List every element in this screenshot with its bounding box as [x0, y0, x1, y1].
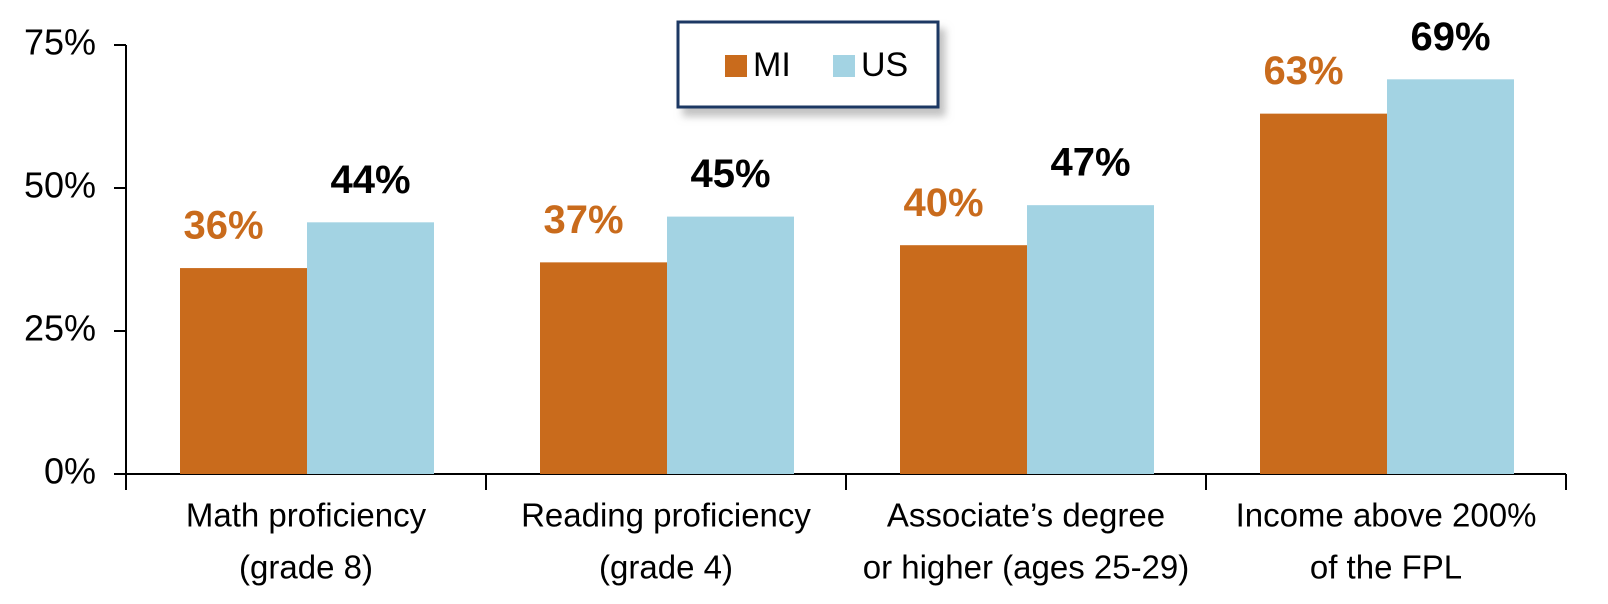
- value-label: 47%: [1050, 141, 1130, 185]
- bar: [307, 222, 434, 474]
- x-tick-label: Income above 200%: [1236, 497, 1537, 534]
- x-tick-label: (grade 4): [599, 549, 733, 586]
- legend-label: US: [861, 46, 908, 84]
- y-tick-label: 25%: [24, 308, 96, 349]
- value-label: 45%: [690, 152, 770, 196]
- y-tick-label: 0%: [44, 451, 96, 492]
- bar: [900, 245, 1027, 474]
- legend-label: MI: [753, 46, 791, 84]
- value-label: 63%: [1263, 49, 1343, 93]
- bar: [1387, 79, 1514, 474]
- value-label: 37%: [543, 198, 623, 242]
- bar: [667, 216, 794, 474]
- bar: [540, 262, 667, 474]
- x-tick-label: Math proficiency: [186, 497, 427, 534]
- bar: [180, 268, 307, 474]
- bar: [1027, 205, 1154, 474]
- x-tick-label: or higher (ages 25-29): [863, 549, 1190, 586]
- x-tick-label: of the FPL: [1310, 549, 1462, 586]
- value-label: 69%: [1410, 15, 1490, 59]
- value-label: 40%: [903, 181, 983, 225]
- value-label: 36%: [183, 204, 263, 248]
- y-tick-label: 50%: [24, 165, 96, 206]
- legend-swatch: [833, 55, 855, 77]
- bar: [1260, 113, 1387, 474]
- value-label: 44%: [330, 158, 410, 202]
- x-tick-label: Associate’s degree: [887, 497, 1165, 534]
- y-tick-label: 75%: [24, 22, 96, 63]
- x-tick-label: (grade 8): [239, 549, 373, 586]
- legend-swatch: [725, 55, 747, 77]
- legend-box: [676, 20, 940, 109]
- x-tick-label: Reading proficiency: [521, 497, 811, 534]
